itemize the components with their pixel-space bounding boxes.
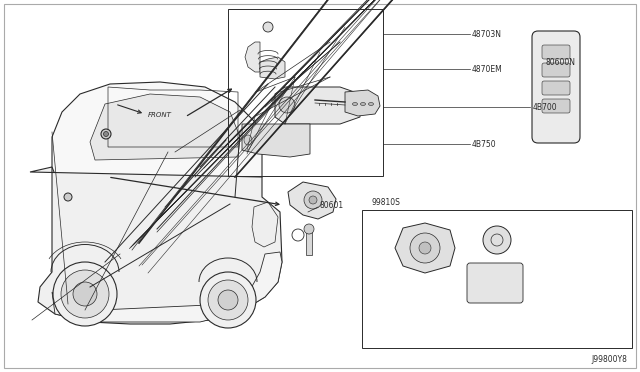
Bar [228, 9, 383, 176]
Polygon shape [260, 57, 285, 79]
Polygon shape [242, 124, 310, 157]
Text: 80600N: 80600N [546, 58, 576, 67]
Text: 4870EM: 4870EM [472, 64, 503, 74]
Circle shape [410, 233, 440, 263]
Polygon shape [52, 82, 262, 210]
Text: 80601: 80601 [320, 201, 344, 209]
FancyBboxPatch shape [542, 81, 570, 95]
Circle shape [483, 226, 511, 254]
Circle shape [53, 262, 117, 326]
Circle shape [218, 290, 238, 310]
Ellipse shape [360, 103, 365, 106]
Text: J99800Y8: J99800Y8 [591, 356, 627, 365]
FancyBboxPatch shape [542, 99, 570, 113]
Polygon shape [30, 167, 282, 324]
Polygon shape [345, 90, 380, 116]
Ellipse shape [353, 103, 358, 106]
Circle shape [208, 280, 248, 320]
Polygon shape [275, 87, 360, 124]
Ellipse shape [244, 135, 252, 145]
Polygon shape [288, 182, 336, 219]
Circle shape [304, 191, 322, 209]
FancyBboxPatch shape [542, 45, 570, 59]
Text: 99810S: 99810S [372, 198, 401, 206]
Polygon shape [52, 252, 282, 322]
Circle shape [61, 270, 109, 318]
Circle shape [104, 131, 109, 137]
Polygon shape [395, 223, 455, 273]
Circle shape [200, 272, 256, 328]
Bar [362, 210, 632, 348]
Circle shape [309, 196, 317, 204]
Polygon shape [245, 42, 260, 72]
Circle shape [64, 193, 72, 201]
Circle shape [304, 224, 314, 234]
Circle shape [492, 280, 498, 286]
Polygon shape [90, 94, 240, 160]
Text: 4B750: 4B750 [472, 140, 497, 148]
FancyBboxPatch shape [532, 31, 580, 143]
Circle shape [263, 22, 273, 32]
FancyBboxPatch shape [542, 63, 570, 77]
FancyBboxPatch shape [467, 263, 523, 303]
Circle shape [101, 129, 111, 139]
Circle shape [477, 265, 513, 301]
Text: 4B700: 4B700 [533, 103, 557, 112]
Circle shape [73, 282, 97, 306]
Circle shape [419, 242, 431, 254]
Circle shape [487, 275, 503, 291]
Polygon shape [306, 232, 312, 255]
Ellipse shape [369, 103, 374, 106]
Circle shape [279, 97, 295, 113]
Polygon shape [252, 202, 278, 247]
Text: 48703N: 48703N [472, 29, 502, 38]
Text: FRONT: FRONT [148, 112, 172, 118]
